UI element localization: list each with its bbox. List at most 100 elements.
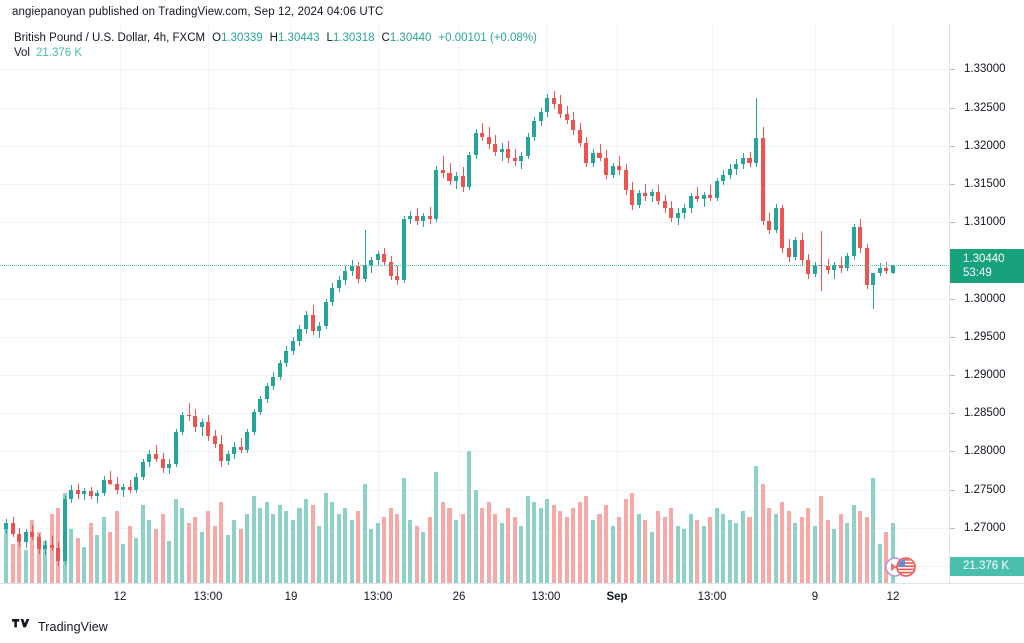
price-axis-tick [950, 69, 955, 71]
volume-bar [30, 520, 35, 583]
candle-body [10, 523, 15, 534]
gridline-horizontal [0, 222, 949, 224]
time-axis[interactable]: 12 13:00 19 13:00 26 13:00 Sep 13:00 9 12 [0, 583, 1024, 610]
volume-bar [858, 511, 863, 583]
candle-body [884, 268, 889, 272]
candle-body [349, 266, 354, 272]
price-axis-tick [950, 183, 955, 185]
gridline-horizontal [0, 375, 949, 376]
candle-body [460, 176, 465, 187]
gridline-horizontal [0, 298, 949, 300]
volume-bar [186, 523, 191, 583]
volume-bar [877, 544, 882, 583]
candle-body [343, 271, 348, 281]
volume-bar [564, 517, 569, 583]
candle-body [303, 315, 309, 330]
candle-body [675, 212, 680, 218]
candle-body [219, 443, 224, 461]
price-axis-tick-label: 1.27000 [964, 521, 1006, 534]
volume-bar [349, 520, 354, 583]
candle-body [232, 446, 237, 455]
price-axis-tick [950, 107, 955, 109]
chart-plot-area[interactable] [0, 24, 949, 583]
volume-bar [101, 517, 106, 583]
volume-bar [271, 514, 276, 583]
time-axis-tick-label: 12 [113, 591, 127, 603]
volume-bar [825, 520, 830, 583]
price-axis-tick-label: 1.31500 [964, 177, 1006, 190]
candle-body [571, 119, 576, 131]
candle-body [864, 248, 869, 285]
candle-body [525, 136, 530, 157]
us-flag-economic-event-icon[interactable] [884, 557, 918, 577]
candle-body [532, 121, 537, 137]
volume-bar [388, 508, 393, 583]
gridline-horizontal [0, 451, 949, 453]
candle-body [225, 454, 230, 461]
price-axis-tick-label: 1.28500 [964, 407, 1006, 420]
price-axis-tick-label: 1.29500 [964, 330, 1006, 343]
candle-body [871, 272, 876, 285]
volume-bar [832, 529, 837, 583]
candle-body [845, 255, 850, 268]
candle-body [551, 98, 556, 105]
candle-body [740, 157, 745, 165]
current-price-value: 1.30440 [963, 252, 1005, 265]
candle-wick [397, 266, 398, 285]
volume-bar [695, 520, 700, 583]
volume-bar [127, 526, 132, 583]
volume-bar [545, 499, 550, 583]
candle-body [193, 416, 198, 427]
candle-body [597, 153, 602, 158]
candle-body [3, 523, 8, 530]
candle-body [577, 130, 582, 143]
candle-body [447, 173, 452, 181]
volume-bar [675, 526, 680, 583]
candle-body [271, 376, 276, 386]
candle-body [245, 431, 250, 450]
candle-body [153, 454, 159, 460]
volume-bar [121, 544, 126, 583]
gridline-vertical [208, 24, 209, 583]
volume-bar [447, 508, 452, 583]
candle-body [767, 220, 772, 230]
candle-body [506, 148, 511, 158]
volume-bar [767, 508, 772, 583]
volume-bar [75, 538, 80, 583]
price-axis[interactable]: 1.33000 1.32500 1.32000 1.31500 1.31000 1.300… [949, 24, 1024, 583]
candle-body [297, 329, 302, 342]
volume-bar [734, 523, 739, 583]
candle-body [493, 144, 498, 152]
candle-body [760, 138, 765, 221]
volume-bar [551, 505, 556, 583]
gridline-vertical [893, 24, 894, 583]
volume-bar [108, 532, 113, 583]
price-axis-tick [950, 451, 955, 453]
volume-bar [330, 502, 335, 583]
candle-body [473, 133, 478, 155]
candle-body [114, 483, 119, 490]
candle-wick [515, 148, 516, 166]
candle-body [851, 226, 856, 256]
candle-body [49, 544, 54, 548]
candle-body [701, 194, 706, 200]
price-axis-tick-label: 1.33000 [964, 63, 1006, 76]
volume-bar [740, 511, 745, 583]
current-volume-badge: 21.376 K [950, 557, 1024, 576]
volume-bar [251, 496, 256, 583]
volume-bar [682, 529, 687, 583]
volume-bar [17, 535, 22, 583]
volume-bar [369, 529, 374, 583]
volume-bar [799, 517, 804, 583]
gridline-vertical [291, 24, 292, 583]
candle-body [36, 537, 41, 550]
volume-bar [669, 508, 674, 583]
candle-body [277, 362, 282, 377]
volume-bar [323, 493, 328, 583]
tradingview-brand-name: TradingView [38, 620, 108, 634]
volume-bar [617, 517, 622, 583]
time-axis-tick-label: 12 [886, 591, 900, 603]
volume-bar [721, 514, 726, 583]
candle-body [421, 216, 426, 221]
candle-body [95, 492, 100, 496]
